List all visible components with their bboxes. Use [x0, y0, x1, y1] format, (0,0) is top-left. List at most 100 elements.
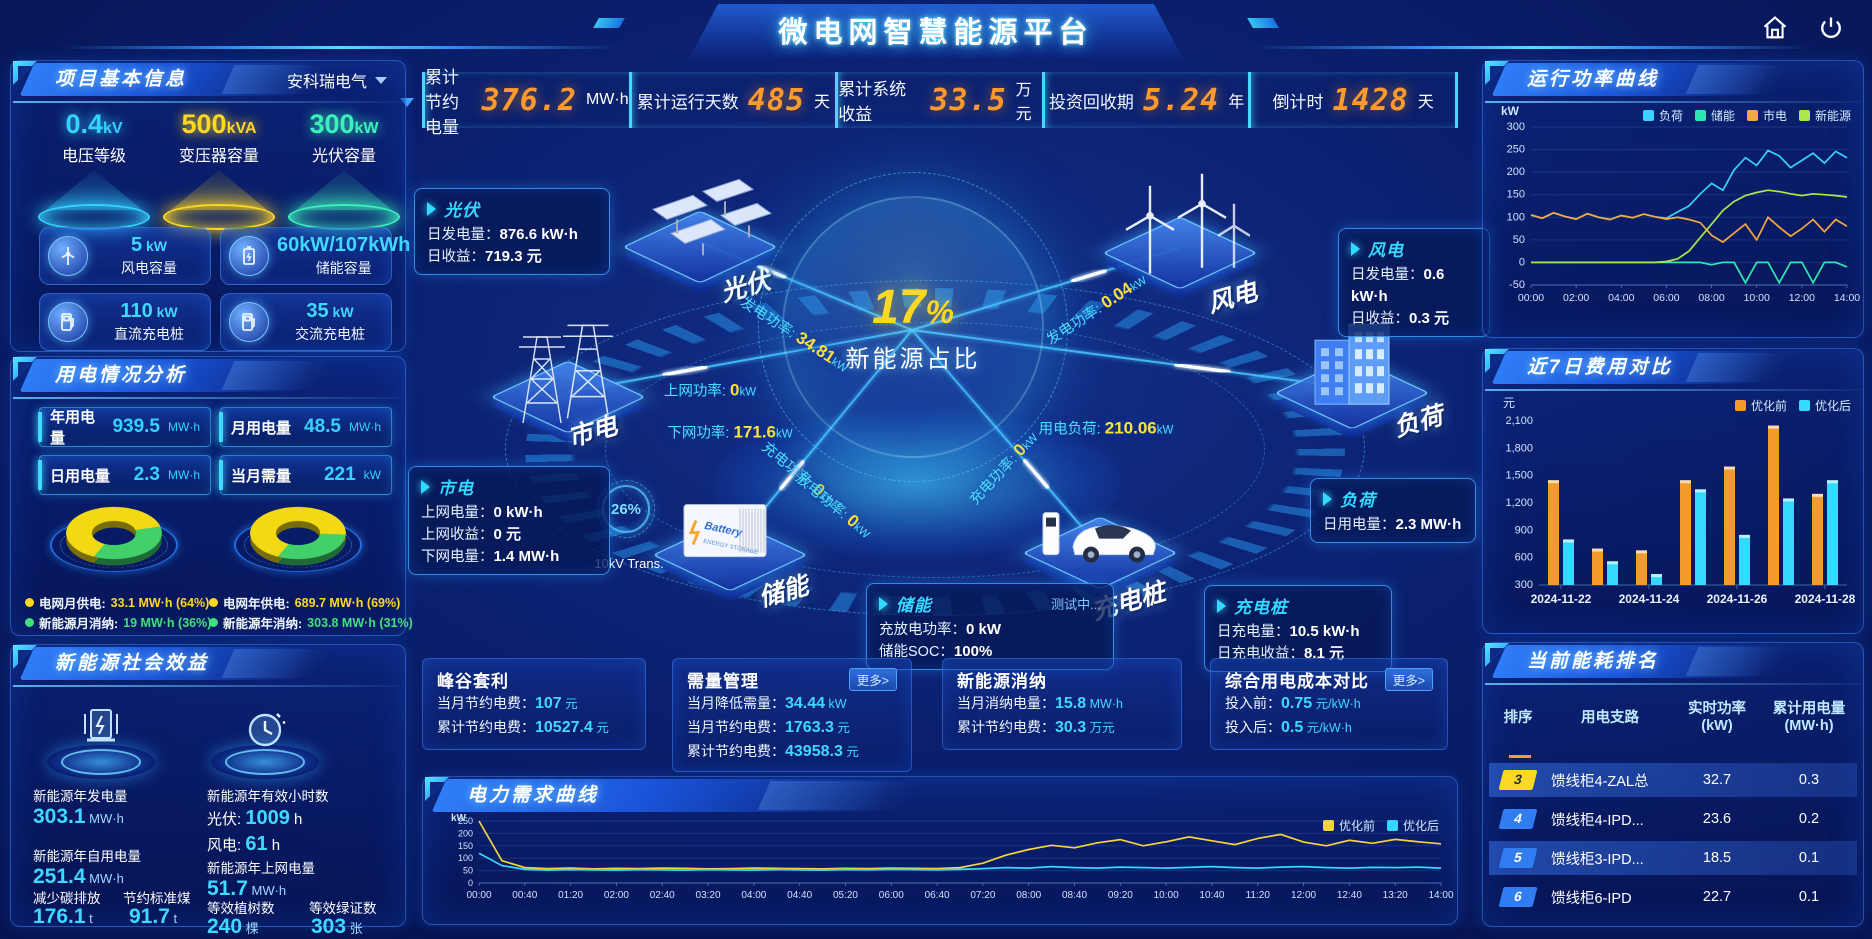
info-box-row: 日用电量：2.3 MW·h [1323, 516, 1462, 533]
capacity-value: 110 kW [120, 300, 178, 322]
home-button[interactable] [1760, 14, 1790, 44]
kpi-value: 376.2 [481, 82, 577, 118]
svg-text:250: 250 [458, 816, 473, 826]
spotlight-stat-1: 500kVA 变压器容量 [154, 109, 284, 230]
panel-header: 项目基本信息 安科瑞电气 [11, 61, 405, 103]
rank-badge: 5 [1498, 848, 1538, 868]
chevron-down-icon [375, 76, 387, 84]
savings-panel-demand-mgmt: 需量管理 更多> 当月降低需量：34.44 kW 当月节约电费：1763.3 元累计节… [672, 658, 912, 772]
hours-icon-glyph [241, 706, 289, 759]
table-row[interactable]: 5 馈线柜3-IPD... 18.5 0.1 [1489, 841, 1857, 875]
legend-swatch-icon [1798, 110, 1810, 121]
more-button[interactable]: 更多> [1384, 668, 1433, 691]
legend-item-市电[interactable]: 市电 [1746, 107, 1787, 124]
usage-stat-label: 日用电量 [50, 467, 111, 485]
legend-dot-icon [25, 618, 34, 627]
title-backdrop: 微电网智慧能源平台 [688, 4, 1184, 59]
info-box-row: 日收益：0.3 元 [1351, 310, 1450, 327]
usage-stat-label: 月用电量 [231, 419, 292, 437]
flow-label: 上网功率: [663, 383, 730, 400]
info-box-row: 上网收益：0 元 [421, 526, 522, 543]
company-select[interactable]: 安科瑞电气 [287, 68, 387, 92]
capacity-text: 60kW/107kWh 储能容量 [277, 234, 410, 278]
ac-charger-icon [229, 302, 269, 342]
info-box-load: 负荷 日用电量：2.3 MW·h [1310, 478, 1476, 543]
svg-text:14:00: 14:00 [1834, 292, 1860, 304]
svg-text:2024-11-24: 2024-11-24 [1619, 592, 1680, 606]
svg-text:13:20: 13:20 [1383, 890, 1408, 901]
rank-badge: 4 [1498, 809, 1538, 829]
info-box-value: 0.3 元 [1409, 310, 1450, 327]
info-box-title-row: 市电 [421, 474, 597, 499]
svg-text:900: 900 [1515, 524, 1533, 536]
flow-grid-up: 上网功率: 0kW [664, 380, 756, 401]
legend-swatch-icon [1734, 400, 1746, 411]
kpi-label: 累计节约电量 [425, 67, 459, 137]
benefit-gen-value: 303.1 MW·h [33, 805, 124, 828]
fee-bar-chart: 元 2,100 1,800 1,500 1,200 900 600 300 2024-11-22… [1487, 393, 1861, 629]
wind-illustration [1110, 156, 1251, 291]
svg-text:2,100: 2,100 [1505, 415, 1533, 427]
legend-swatch-icon [1746, 110, 1758, 121]
page-title: 微电网智慧能源平台 [778, 17, 1094, 49]
spotlight-stat-2: 300kW 光伏容量 [279, 109, 409, 230]
savings-row: 当月节约电费：1763.3 元 [687, 719, 850, 736]
legend-item-储能[interactable]: 储能 [1694, 107, 1735, 124]
info-box-title: 市电 [438, 479, 474, 498]
svg-text:02:00: 02:00 [604, 890, 629, 901]
info-box-value: 0.6 kW·h [1351, 266, 1445, 305]
capacity-unit: kW [328, 304, 354, 320]
bar-优化前-2024-11-24 [1636, 550, 1647, 585]
legend-item-负荷[interactable]: 负荷 [1642, 107, 1683, 124]
benefit-co2-label: 减少碳排放 [33, 891, 101, 906]
window-controls [1760, 14, 1846, 44]
corner-flag-icon [13, 61, 37, 85]
svg-text:200: 200 [458, 828, 473, 838]
series-新能源 [1531, 189, 1848, 264]
info-box-pv: 光伏 日发电量：876.6 kW·h 日收益：719.3 元 [414, 188, 610, 275]
storage-illustration: Battery ENERGY STORAGE [670, 487, 790, 582]
ranking-table-header: 排序 用电支路 实时功率 (kW) 累计用电量 (MW·h) [1489, 701, 1857, 735]
savings-unit: 万元 [1086, 721, 1115, 735]
usage-stat-unit: MW·h [168, 468, 200, 482]
legend-item-优化前[interactable]: 优化前 [1734, 397, 1787, 414]
node-pv [622, 178, 778, 312]
wind-turbine-icon [48, 236, 88, 276]
savings-panel-arbitrage: 峰谷套利 当月节约电费：107 元累计节约电费：10527.4 元 [422, 658, 646, 750]
svg-text:2024-11-26: 2024-11-26 [1707, 592, 1768, 606]
ranking-header-cell: 用电支路 [1547, 710, 1673, 727]
table-row[interactable]: 4 馈线柜4-IPD... 23.6 0.2 [1489, 802, 1857, 836]
spotlight-value: 300kW [309, 109, 379, 139]
rank-cell: 5 [1489, 848, 1547, 868]
header-underline [1485, 683, 1861, 685]
benefit-unit: MW·h [247, 883, 287, 898]
svg-text:02:40: 02:40 [650, 890, 675, 901]
bar-优化前-2024-11-28 [1812, 493, 1823, 585]
legend-text: 优化后 [1814, 399, 1851, 413]
panel-energy-ranking: 当前能耗排名 排序 用电支路 实时功率 (kW) 累计用电量 (MW·h) 3 馈线柜4-Z… [1482, 642, 1864, 927]
arrow-right-icon [1351, 241, 1360, 256]
legend-item-优化前[interactable]: 优化前 [1322, 817, 1375, 834]
more-button[interactable]: 更多> [848, 668, 897, 691]
table-row[interactable]: 6 馈线柜6-IPD 22.7 0.1 [1489, 880, 1857, 913]
kpi-label: 倒计时 [1272, 92, 1324, 112]
legend-item-优化后[interactable]: 优化后 [1798, 397, 1851, 414]
legend-item-新能源[interactable]: 新能源 [1798, 107, 1851, 124]
legend-item-优化后[interactable]: 优化后 [1386, 817, 1439, 834]
svg-text:08:40: 08:40 [1062, 890, 1087, 901]
battery-icon [229, 236, 269, 276]
power-button[interactable] [1816, 14, 1846, 44]
svg-text:03:20: 03:20 [696, 890, 721, 901]
panel-title: 新能源社会效益 [55, 653, 210, 674]
info-box-row: 日发电量：0.6 kW·h [1351, 266, 1445, 305]
table-row[interactable]: 3 馈线柜4-ZAL总 32.7 0.3 [1489, 763, 1857, 797]
svg-text:14:00: 14:00 [1428, 890, 1453, 901]
svg-text:1,500: 1,500 [1505, 470, 1533, 482]
spotlight-unit: kVA [226, 120, 257, 137]
flow-value: 171.6 [733, 422, 776, 442]
legend-swatch-icon [1798, 400, 1810, 411]
flow-label: 用电负荷: [1038, 421, 1105, 438]
rank-cell: 6 [1489, 887, 1547, 907]
savings-panel-title: 综合用电成本对比 [1225, 672, 1369, 691]
